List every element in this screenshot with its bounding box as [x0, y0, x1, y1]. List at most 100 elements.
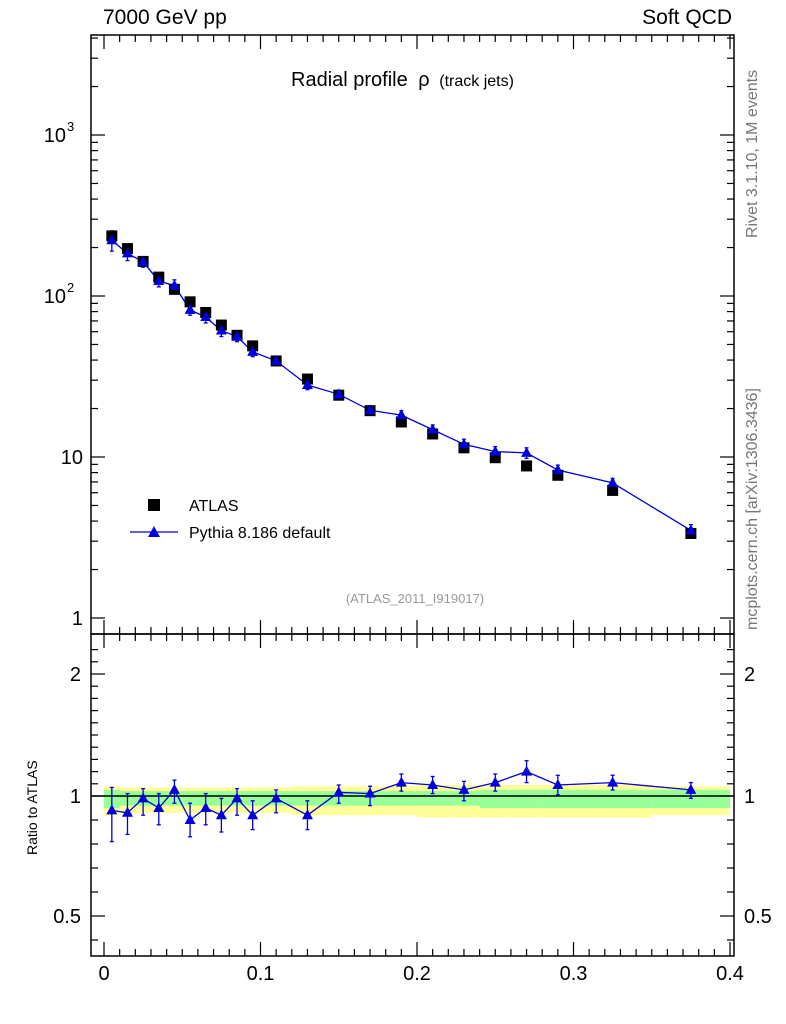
ratio-x-tick-label: 0	[98, 963, 109, 985]
ratio-y-tick-label: 1	[70, 786, 81, 808]
pythia-line	[111, 239, 692, 531]
legend-atlas-label: ATLAS	[189, 498, 239, 515]
main-title: Radial profile ρ (track jets)	[291, 69, 514, 91]
ratio-y-tick-label-right: 0.5	[744, 906, 772, 928]
ratio-inner-band	[573, 789, 652, 808]
ratio-y-tick-label-right: 2	[744, 664, 755, 686]
ratio-pythia-point	[121, 806, 133, 817]
ratio-y-axis: 0.5 0.5 1 1 2 2	[53, 648, 772, 941]
pythia-point	[247, 345, 259, 356]
ratio-pythia-point	[231, 792, 243, 803]
ratio-pythia-point	[106, 804, 118, 815]
main-title-text: Radial profile	[291, 69, 408, 91]
pythia-point	[685, 524, 697, 535]
atlas-point	[184, 296, 196, 308]
atlas-point	[552, 469, 564, 481]
main-y-tick-label: 10	[44, 286, 66, 308]
ratio-x-axis: 0 0.1 0.2 0.3 0.4	[98, 634, 744, 985]
ratio-pythia-point	[301, 809, 313, 820]
legend: ATLAS Pythia 8.186 default	[130, 498, 331, 542]
ratio-pythia-point	[184, 814, 196, 824]
ratio-pythia-point	[427, 779, 439, 790]
atlas-point	[521, 460, 533, 472]
ratio-x-tick-label: 0.4	[716, 963, 744, 985]
pythia-point	[458, 438, 470, 449]
ratio-x-tick-label: 0.3	[560, 963, 588, 985]
pythia-point	[301, 379, 313, 390]
ratio-pythia-point	[552, 779, 564, 790]
pythia-point	[200, 311, 212, 322]
main-frame	[90, 34, 735, 635]
ratio-inner-band	[479, 789, 511, 808]
ratio-inner-band	[291, 791, 324, 806]
analysis-tag: (ATLAS_2011_I919017)	[346, 591, 484, 606]
ratio-frame	[90, 633, 735, 957]
main-y-tick-exponent: 3	[67, 119, 74, 134]
pythia-point	[489, 445, 501, 456]
main-y-tick-exponent: 2	[67, 280, 74, 295]
main-title-symbol: ρ	[418, 69, 429, 91]
main-y-tick-label: 10	[61, 447, 83, 469]
ratio-x-tick-label: 0.2	[403, 963, 431, 985]
ratio-inner-band	[542, 789, 574, 808]
ratio-pythia-point	[270, 792, 282, 803]
pythia-point	[607, 476, 619, 487]
ratio-pythia-point	[333, 786, 345, 797]
ratio-inner-band	[244, 791, 261, 806]
ratio-pythia-point	[168, 783, 180, 794]
atlas-point	[395, 416, 407, 428]
ratio-x-tick-label: 0.1	[247, 963, 275, 985]
ratio-inner-band	[182, 791, 198, 806]
atlas-point	[427, 428, 439, 440]
header-energy-label: 7000 GeV pp	[103, 6, 227, 29]
ratio-inner-band	[417, 791, 449, 806]
pythia-point	[215, 324, 227, 335]
ratio-panel: 0.5 0.5 1 1 2 2 0 0.1 0.2 0.3 0.4 Ratio to ATLAS	[24, 633, 772, 985]
pythia-point	[521, 446, 533, 457]
ratio-pythia-point	[458, 783, 470, 794]
ratio-pythia-point	[489, 776, 501, 787]
pythia-point	[395, 409, 407, 420]
ratio-pythia-point	[153, 802, 165, 812]
atlas-point	[489, 452, 501, 464]
main-title-suffix: (track jets)	[439, 73, 514, 90]
ratio-y-tick-label: 0.5	[53, 906, 81, 928]
atlas-point	[607, 484, 619, 496]
pythia-point	[364, 404, 376, 415]
ratio-pythia-point	[247, 809, 259, 820]
ratio-pythia-point	[685, 783, 697, 794]
ratio-pythia-point	[607, 776, 619, 787]
ratio-y-tick-label: 2	[70, 664, 81, 686]
pythia-point	[168, 279, 180, 290]
pythia-point	[137, 255, 149, 266]
pythia-point	[121, 247, 133, 258]
ratio-pythia-point	[521, 765, 533, 776]
ratio-inner-band	[510, 789, 543, 808]
main-x-axis	[103, 35, 731, 634]
pythia-point	[427, 423, 439, 434]
main-y-tick-label: 1	[72, 608, 83, 630]
header-category-label: Soft QCD	[642, 6, 732, 29]
legend-pythia-marker	[148, 526, 160, 537]
ratio-pythia-line	[111, 770, 691, 821]
pythia-point	[184, 303, 196, 314]
main-plot-area	[106, 230, 697, 539]
pythia-point	[231, 330, 243, 341]
ratio-inner-band	[385, 791, 417, 806]
ratio-y-axis-label: Ratio to ATLAS	[24, 760, 40, 855]
ratio-y-tick-label-right: 1	[744, 786, 755, 808]
ratio-pythia-point	[215, 809, 227, 820]
ratio-pythia-point	[395, 776, 407, 787]
pythia-point	[106, 234, 118, 245]
ratio-pythia-point	[364, 787, 376, 798]
pythia-point	[270, 354, 282, 365]
ratio-pythia-point	[137, 792, 149, 803]
pythia-point	[153, 274, 165, 285]
ratio-plot-area	[91, 759, 734, 843]
pythia-point	[333, 388, 345, 399]
legend-atlas-marker	[148, 499, 160, 511]
pythia-point	[552, 464, 564, 475]
